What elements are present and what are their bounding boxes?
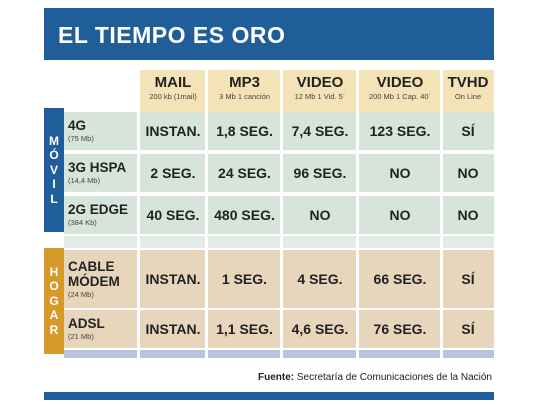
group-label-letter: I (52, 177, 56, 192)
table-cell: SÍ (461, 321, 475, 337)
table-row (64, 112, 494, 150)
column-header-sub: 3 Mb 1 canción (219, 92, 270, 101)
table-row (64, 196, 494, 234)
row-label: 3G HSPA (14,4 Mb) (68, 160, 143, 185)
source-text: Secretaría de Comunicaciones de la Nació… (296, 372, 492, 383)
table-cell: SÍ (461, 271, 475, 287)
row-label-text: 4G (68, 118, 87, 133)
column-header-label: MAIL (154, 74, 192, 91)
table-cell: 2 SEG. (150, 165, 196, 181)
column-header-sub: 200 kb (1mail) (149, 92, 197, 101)
row-label-sub: (24 Mb) (68, 289, 94, 299)
column-header-label: VIDEO (376, 74, 424, 91)
table-cell: 1 SEG. (221, 271, 268, 287)
column-header-label: VIDEO (296, 74, 344, 91)
source-footer: Fuente: Secretaría de Comunicaciones de … (258, 372, 492, 383)
table-cell: INSTAN. (145, 123, 201, 139)
table-cell: 480 SEG. (214, 207, 275, 223)
source-label: Fuente: (258, 372, 295, 383)
table-cell: 4 SEG. (297, 271, 343, 287)
row-label: 4G (75 Mb) (68, 118, 143, 143)
group-label-letter: O (49, 279, 59, 294)
column-header-sub: On Line (454, 92, 482, 101)
table-cell: 7,4 SEG. (291, 123, 349, 139)
column-divider (280, 70, 283, 358)
group-separator (64, 236, 494, 248)
row-label-text: MÓDEM (68, 273, 120, 289)
row-label-text: 2G EDGE (68, 202, 129, 217)
table-cell: NO (389, 165, 411, 181)
row-label-sub: (21 Mb) (68, 332, 94, 341)
table-row (64, 250, 494, 308)
table-cell: 4,6 SEG. (291, 321, 349, 337)
column-divider (440, 70, 443, 358)
group-label-letter: G (49, 293, 59, 308)
row-label: ADSL (21 Mb) (68, 316, 143, 341)
column-header-sub: 12 Mb 1 Vid. 5´ (294, 92, 346, 101)
group-label-letter: Ó (49, 148, 59, 163)
table-cell: INSTAN. (145, 321, 201, 337)
row-label-text: 3G HSPA (68, 160, 127, 175)
table-row (64, 154, 494, 192)
group-label-letter: V (49, 162, 58, 177)
column-header-label: TVHD (447, 74, 489, 91)
table-cell: NO (457, 165, 479, 181)
column-header: VIDEO 12 Mb 1 Vid. 5´ (282, 70, 358, 112)
bottom-bar (44, 392, 494, 400)
bottom-band (64, 350, 494, 358)
table-cell: 24 SEG. (218, 165, 271, 181)
table-cell: 76 SEG. (373, 321, 427, 337)
row-label-sub: (75 Mb) (68, 134, 94, 143)
row-label-sub: (384 Kb) (68, 218, 97, 227)
table-cell: NO (389, 207, 411, 223)
table-cell: 40 SEG. (146, 207, 200, 223)
column-header: TVHD On Line (442, 70, 494, 112)
table-cell: 1,1 SEG. (216, 321, 273, 337)
group-label-letter: L (50, 191, 58, 206)
column-header-label: MP3 (229, 74, 260, 91)
table-row (64, 310, 494, 348)
table-cell: 1,8 SEG. (216, 123, 273, 139)
row-label-sub: (14,4 Mb) (68, 176, 101, 185)
table-cell: 66 SEG. (373, 271, 427, 287)
row-label: 2G EDGE (384 Kb) (68, 202, 143, 227)
row-label: CABLE MÓDEM (24 Mb) (68, 259, 143, 299)
table-cell: NO (309, 207, 331, 223)
table-cell: 123 SEG. (369, 123, 431, 139)
row-label-text: CABLE (68, 258, 115, 274)
table-cell: 96 SEG. (293, 165, 347, 181)
group-label-letter: H (49, 264, 59, 279)
column-header: VIDEO 200 Mb 1 Cap. 40´ (358, 70, 442, 112)
table-cell: NO (457, 207, 479, 223)
column-header-sub: 200 Mb 1 Cap. 40´ (368, 92, 432, 101)
column-divider (137, 70, 140, 358)
group-label-letter: A (49, 308, 59, 323)
group-label-letter: R (49, 322, 59, 337)
column-divider (205, 70, 208, 358)
group-label-letter: M (49, 133, 59, 148)
page-title: EL TIEMPO ES ORO (58, 22, 286, 48)
column-divider (356, 70, 359, 358)
column-header: MP3 3 Mb 1 canción (207, 70, 282, 112)
row-label-text: ADSL (68, 316, 105, 331)
table-cell: SÍ (461, 123, 475, 139)
title-bar: EL TIEMPO ES ORO (44, 8, 494, 60)
table-cell: INSTAN. (145, 271, 201, 287)
column-header: MAIL 200 kb (1mail) (139, 70, 207, 112)
